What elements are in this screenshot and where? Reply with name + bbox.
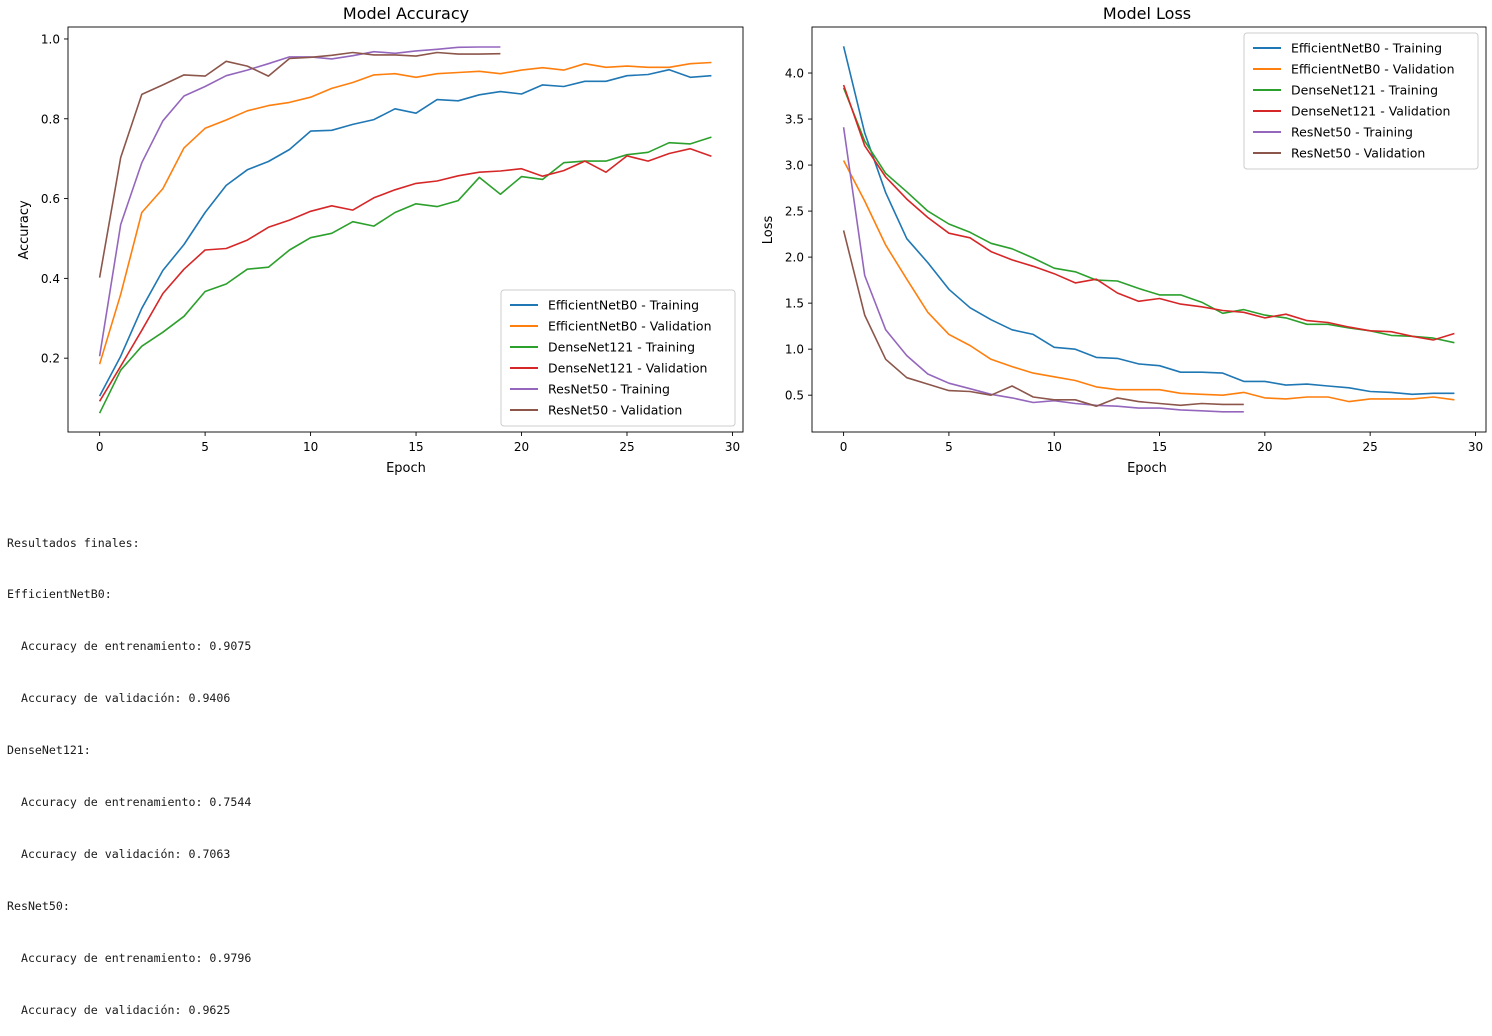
- loss-y-tick-label: 3.5: [785, 113, 804, 127]
- loss-series-line-5: [842, 127, 1244, 413]
- loss-y-tick-label: 1.0: [785, 343, 804, 357]
- output-line: Accuracy de validación: 0.7063: [7, 846, 231, 861]
- loss-legend-label: EfficientNetB0 - Training: [1291, 41, 1442, 56]
- loss-y-tick-label: 2.5: [785, 205, 804, 219]
- loss-y-axis-label: Loss: [761, 216, 776, 245]
- output-line: Accuracy de entrenamiento: 0.7544: [7, 795, 252, 810]
- results-output: Resultados finales: EfficientNetB0: Accu…: [7, 500, 251, 1036]
- loss-y-tick-label: 1.5: [785, 297, 804, 311]
- accuracy-legend-label: EfficientNetB0 - Validation: [548, 319, 712, 334]
- loss-y-tick-label: 0.5: [785, 389, 804, 403]
- loss-legend-label: ResNet50 - Validation: [1291, 146, 1425, 161]
- accuracy-legend-box: [500, 289, 736, 427]
- accuracy-legend-label: DenseNet121 - Training: [548, 340, 695, 355]
- accuracy-chart-title: Model Accuracy: [343, 4, 469, 23]
- accuracy-x-tick-label: 20: [514, 440, 529, 454]
- accuracy-plot: Model Accuracy Epoch Accuracy 0 5 10 15 20 25…: [17, 4, 744, 476]
- output-line: Accuracy de validación: 0.9406: [7, 691, 231, 706]
- accuracy-legend-label: DenseNet121 - Validation: [548, 361, 707, 376]
- accuracy-series-line-4: [98, 147, 712, 402]
- output-line: Accuracy de entrenamiento: 0.9796: [7, 950, 252, 965]
- output-line: Accuracy de entrenamiento: 0.9075: [7, 639, 252, 654]
- output-line: ResNet50:: [7, 898, 70, 913]
- accuracy-x-tick-label: 0: [96, 440, 104, 454]
- accuracy-series-line-1: [98, 68, 712, 397]
- accuracy-y-tick-label: 0.6: [41, 192, 60, 206]
- loss-legend: EfficientNetB0 - Training EfficientNetB0 …: [1243, 32, 1479, 170]
- output-line: DenseNet121:: [7, 743, 91, 758]
- accuracy-legend: EfficientNetB0 - Training EfficientNetB0 …: [500, 289, 736, 427]
- accuracy-legend-label: EfficientNetB0 - Training: [548, 298, 699, 313]
- accuracy-x-axis-label: Epoch: [386, 461, 426, 476]
- loss-x-tick-label: 5: [945, 440, 953, 454]
- loss-legend-label: DenseNet121 - Training: [1291, 83, 1438, 98]
- loss-axes-frame: [811, 26, 1487, 433]
- loss-x-tick-label: 20: [1257, 440, 1272, 454]
- loss-y-tick-label: 3.0: [785, 159, 804, 173]
- accuracy-y-tick-label: 0.2: [41, 352, 60, 366]
- accuracy-x-tick-label: 10: [303, 440, 318, 454]
- accuracy-x-tick-label: 5: [201, 440, 209, 454]
- accuracy-series-line-6: [98, 51, 501, 278]
- accuracy-y-tick-label: 0.4: [41, 272, 60, 286]
- loss-x-tick-label: 15: [1152, 440, 1167, 454]
- output-line: Accuracy de validación: 0.9625: [7, 1002, 231, 1017]
- loss-x-tick-label: 10: [1047, 440, 1062, 454]
- accuracy-series-line-2: [98, 61, 712, 365]
- loss-x-tick-label: 0: [840, 440, 848, 454]
- accuracy-x-tick-label: 15: [408, 440, 423, 454]
- training-history-figure: Model Accuracy Epoch Accuracy 0 5 10 15 20 25…: [17, 4, 1487, 476]
- accuracy-axes-frame: [67, 26, 744, 433]
- loss-y-tick-label: 4.0: [785, 67, 804, 81]
- loss-chart-title: Model Loss: [1103, 4, 1191, 23]
- accuracy-x-tick-label: 25: [619, 440, 634, 454]
- accuracy-y-axis-label: Accuracy: [17, 200, 32, 260]
- loss-legend-label: EfficientNetB0 - Validation: [1291, 62, 1455, 77]
- loss-series-line-4: [842, 84, 1455, 341]
- accuracy-y-tick-label: 0.8: [41, 112, 60, 126]
- accuracy-series-line-3: [98, 136, 712, 414]
- loss-y-tick-label: 2.0: [785, 251, 804, 265]
- loss-x-axis-label: Epoch: [1127, 461, 1167, 476]
- output-line: Resultados finales:: [7, 535, 140, 550]
- accuracy-x-tick-label: 30: [725, 440, 740, 454]
- loss-x-tick-label: 30: [1468, 440, 1483, 454]
- loss-series-line-6: [842, 230, 1244, 408]
- loss-series-line-2: [842, 160, 1455, 403]
- loss-series-line-1: [842, 46, 1455, 396]
- loss-x-tick-label: 25: [1363, 440, 1378, 454]
- loss-legend-label: ResNet50 - Training: [1291, 125, 1413, 140]
- loss-plot: Model Loss Epoch Loss 0 5 10 15 20 25 30 0.5 1.0…: [761, 4, 1487, 476]
- loss-legend-label: DenseNet121 - Validation: [1291, 104, 1450, 119]
- output-line: EfficientNetB0:: [7, 587, 112, 602]
- accuracy-y-tick-label: 1.0: [41, 32, 60, 46]
- accuracy-legend-label: ResNet50 - Validation: [548, 403, 682, 418]
- loss-legend-box: [1243, 32, 1479, 170]
- accuracy-series-line-5: [98, 46, 501, 357]
- accuracy-legend-label: ResNet50 - Training: [548, 382, 670, 397]
